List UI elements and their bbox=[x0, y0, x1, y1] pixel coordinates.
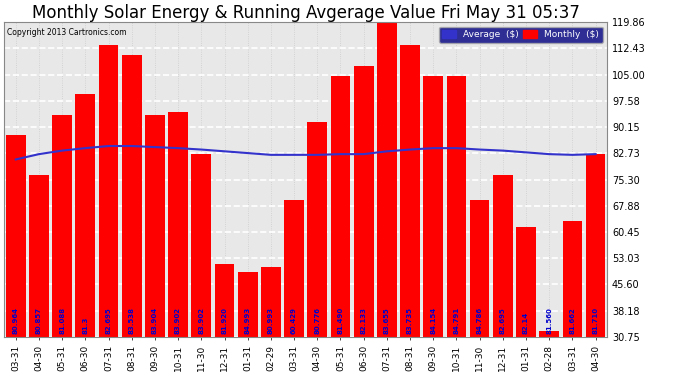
Text: 82.695: 82.695 bbox=[106, 308, 112, 334]
Bar bbox=[75, 94, 95, 375]
Text: 80.964: 80.964 bbox=[12, 307, 19, 334]
Text: 83.538: 83.538 bbox=[129, 307, 135, 334]
Bar bbox=[562, 221, 582, 375]
Bar bbox=[446, 76, 466, 375]
Bar bbox=[261, 267, 281, 375]
Text: 80.776: 80.776 bbox=[314, 307, 320, 334]
Text: 81.088: 81.088 bbox=[59, 307, 65, 334]
Text: 84.786: 84.786 bbox=[477, 307, 482, 334]
Text: 81.3: 81.3 bbox=[82, 317, 88, 334]
Bar bbox=[284, 200, 304, 375]
Bar bbox=[540, 331, 559, 375]
Bar bbox=[354, 66, 373, 375]
Bar bbox=[122, 55, 141, 375]
Text: 81.662: 81.662 bbox=[569, 308, 575, 334]
Bar bbox=[424, 76, 443, 375]
Text: 83.655: 83.655 bbox=[384, 308, 390, 334]
Bar bbox=[308, 122, 327, 375]
Bar bbox=[145, 115, 165, 375]
Text: 80.857: 80.857 bbox=[36, 307, 42, 334]
Text: 84.154: 84.154 bbox=[431, 307, 436, 334]
Text: 83.735: 83.735 bbox=[407, 307, 413, 334]
Text: 83.904: 83.904 bbox=[152, 307, 158, 334]
Bar bbox=[377, 22, 397, 375]
Text: 82.695: 82.695 bbox=[500, 308, 506, 334]
Text: 81.920: 81.920 bbox=[221, 307, 228, 334]
Bar bbox=[6, 135, 26, 375]
Bar bbox=[52, 115, 72, 375]
Text: 82.14: 82.14 bbox=[523, 312, 529, 334]
Text: 83.902: 83.902 bbox=[175, 307, 181, 334]
Bar bbox=[400, 45, 420, 375]
Text: Copyright 2013 Cartronics.com: Copyright 2013 Cartronics.com bbox=[7, 28, 127, 38]
Title: Monthly Solar Energy & Running Avgerage Value Fri May 31 05:37: Monthly Solar Energy & Running Avgerage … bbox=[32, 4, 580, 22]
Text: 82.133: 82.133 bbox=[361, 307, 366, 334]
Text: 80.993: 80.993 bbox=[268, 307, 274, 334]
Text: 81.490: 81.490 bbox=[337, 307, 344, 334]
Bar bbox=[331, 76, 351, 375]
Text: 81.710: 81.710 bbox=[593, 307, 599, 334]
Text: 60.429: 60.429 bbox=[291, 307, 297, 334]
Bar bbox=[29, 176, 49, 375]
Bar bbox=[238, 273, 257, 375]
Text: 83.902: 83.902 bbox=[198, 307, 204, 334]
Bar bbox=[191, 154, 211, 375]
Bar bbox=[99, 45, 119, 375]
Text: 81.560: 81.560 bbox=[546, 307, 552, 334]
Bar bbox=[470, 200, 489, 375]
Bar bbox=[215, 264, 235, 375]
Bar bbox=[586, 154, 605, 375]
Bar bbox=[168, 112, 188, 375]
Bar bbox=[516, 226, 536, 375]
Legend: Average  ($), Monthly  ($): Average ($), Monthly ($) bbox=[439, 27, 602, 43]
Text: 84.993: 84.993 bbox=[245, 307, 250, 334]
Bar bbox=[493, 176, 513, 375]
Text: 84.791: 84.791 bbox=[453, 307, 460, 334]
